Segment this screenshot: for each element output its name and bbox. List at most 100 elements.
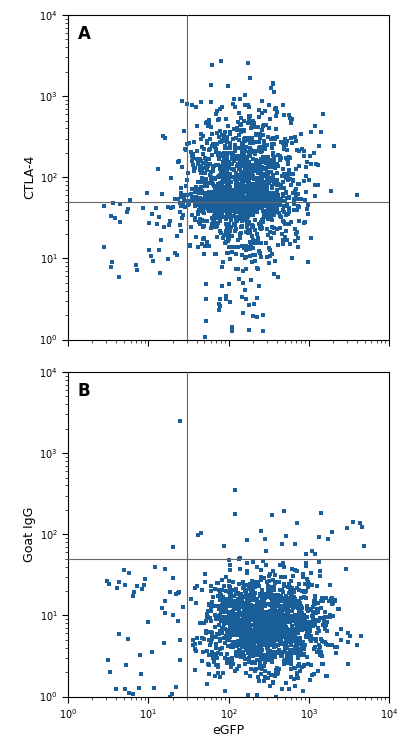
Point <box>284 623 290 635</box>
Point <box>264 613 271 625</box>
Point <box>186 198 192 210</box>
Point <box>250 237 256 249</box>
Point <box>208 79 215 91</box>
Point <box>236 190 243 202</box>
Point <box>240 622 247 634</box>
Point <box>255 633 262 645</box>
Point <box>257 658 263 670</box>
Point <box>269 175 276 187</box>
Point <box>298 661 305 673</box>
Point <box>344 522 350 534</box>
Point <box>161 222 167 234</box>
Point <box>270 195 276 207</box>
Point <box>265 608 272 620</box>
Point <box>232 173 239 185</box>
Point <box>230 200 236 212</box>
Point <box>236 107 242 119</box>
Point <box>245 99 251 111</box>
Point <box>232 210 239 222</box>
Point <box>209 128 215 140</box>
Point <box>304 255 311 267</box>
Point <box>292 601 299 613</box>
Point <box>323 670 330 682</box>
Point <box>259 619 265 631</box>
Point <box>261 623 267 635</box>
Point <box>192 597 199 609</box>
Point <box>286 628 292 640</box>
Point <box>249 172 256 184</box>
Point <box>318 595 324 607</box>
Point <box>316 557 322 568</box>
Point <box>136 682 142 694</box>
Point <box>282 594 288 606</box>
Point <box>203 174 209 186</box>
Point <box>201 220 207 232</box>
Point <box>271 635 277 647</box>
Point <box>248 193 254 205</box>
Point <box>285 156 292 168</box>
Point <box>264 181 270 192</box>
Point <box>278 619 284 631</box>
Point <box>227 560 233 571</box>
Point <box>224 199 231 211</box>
Point <box>162 595 168 607</box>
Point <box>197 203 203 215</box>
Point <box>267 193 273 205</box>
Point <box>204 193 211 205</box>
Point <box>227 168 233 180</box>
Point <box>219 189 225 201</box>
Point <box>279 609 285 621</box>
Point <box>252 189 259 201</box>
Point <box>226 574 232 586</box>
Point <box>243 192 250 204</box>
Point <box>281 621 288 633</box>
Point <box>211 203 217 215</box>
Point <box>238 220 244 232</box>
Point <box>279 616 286 628</box>
Point <box>251 630 257 642</box>
Point <box>148 208 155 220</box>
Point <box>254 621 261 633</box>
Point <box>309 669 315 681</box>
Point <box>258 252 264 264</box>
Point <box>234 613 240 625</box>
Point <box>207 195 213 207</box>
Point <box>273 598 279 610</box>
Point <box>269 652 275 664</box>
Point <box>179 212 186 224</box>
Point <box>225 613 231 625</box>
Point <box>299 618 306 630</box>
Point <box>221 147 227 159</box>
Point <box>225 157 232 169</box>
Point <box>254 671 261 683</box>
Point <box>269 509 275 521</box>
Point <box>255 193 261 205</box>
Point <box>258 632 264 644</box>
Point <box>197 161 204 173</box>
Point <box>307 622 314 634</box>
Point <box>245 184 252 195</box>
Point <box>282 595 288 607</box>
Point <box>275 196 281 208</box>
Point <box>274 179 280 191</box>
Point <box>223 200 229 212</box>
Point <box>256 643 262 655</box>
Point <box>253 633 259 645</box>
Point <box>257 615 263 627</box>
Point <box>215 590 222 602</box>
Point <box>225 617 232 629</box>
Point <box>321 615 327 627</box>
Point <box>225 193 231 205</box>
Point <box>249 207 256 219</box>
Point <box>225 184 231 196</box>
Point <box>265 178 272 189</box>
Point <box>204 215 211 227</box>
Point <box>283 616 290 628</box>
Point <box>247 201 253 213</box>
Point <box>238 198 244 210</box>
Point <box>259 163 266 175</box>
Y-axis label: Goat IgG: Goat IgG <box>24 506 36 562</box>
Point <box>235 637 241 649</box>
Point <box>292 631 298 643</box>
Point <box>207 133 213 145</box>
